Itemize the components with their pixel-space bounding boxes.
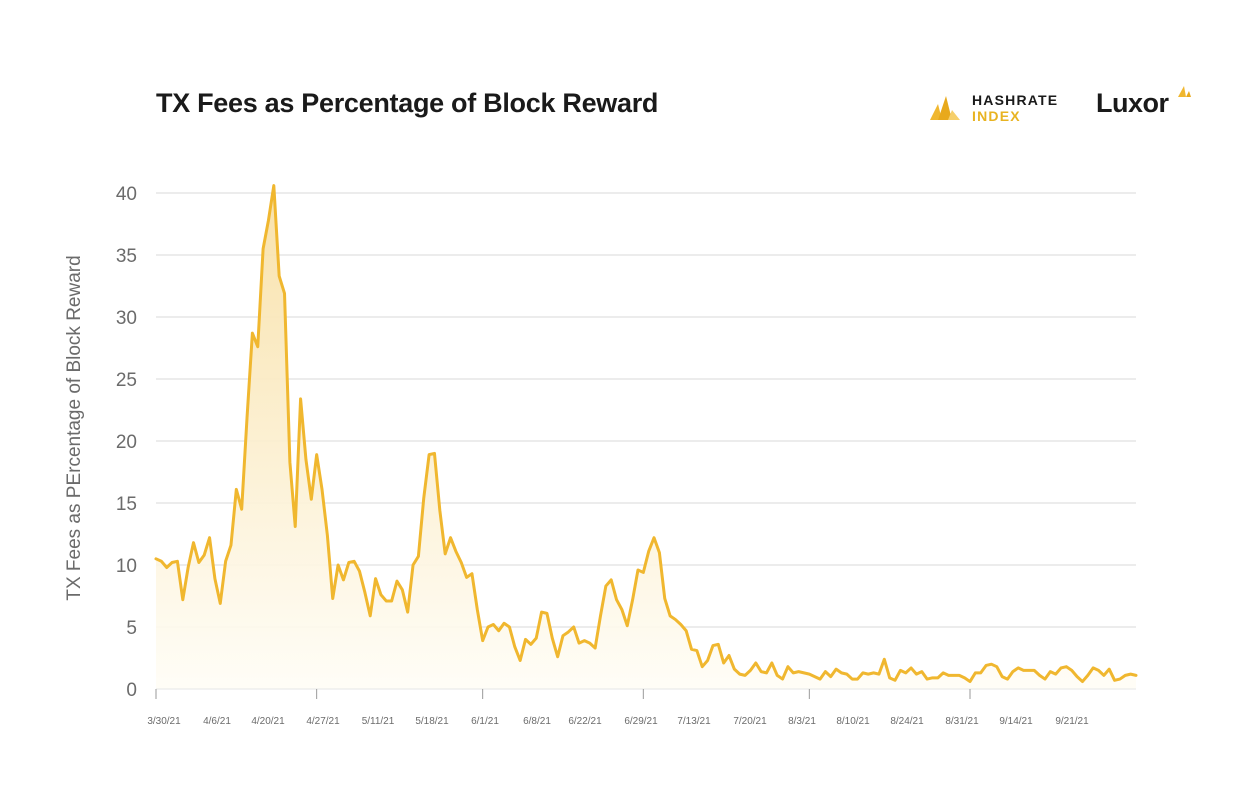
x-tick-label: 8/3/21 — [788, 716, 816, 727]
y-tick-label: 15 — [116, 494, 137, 515]
x-tick-label: 3/30/21 — [147, 716, 181, 727]
x-axis: 3/30/21 4/6/21 4/20/21 4/27/21 5/11/21 5/18/2… — [147, 688, 1136, 727]
x-tick-label: 8/24/21 — [890, 716, 924, 727]
y-tick-label: 25 — [116, 370, 137, 391]
x-tick-label: 6/22/21 — [568, 716, 602, 727]
y-tick-label: 0 — [126, 680, 137, 701]
x-tick-label: 4/6/21 — [203, 716, 231, 727]
hashrate-index-logo: HASHRATE INDEX — [928, 90, 1068, 126]
y-tick-label: 40 — [116, 184, 137, 205]
x-tick-label: 6/8/21 — [523, 716, 551, 727]
hashrate-index-logo-icon — [930, 96, 960, 120]
y-tick-label: 5 — [126, 618, 137, 639]
x-tick-label: 8/10/21 — [836, 716, 870, 727]
series-group — [154, 184, 1138, 689]
y-tick-label: 10 — [116, 556, 137, 577]
x-tick-label: 7/20/21 — [733, 716, 767, 727]
y-tick-label: 35 — [116, 246, 137, 267]
x-tick-label: 4/20/21 — [251, 716, 285, 727]
series-line — [154, 184, 1138, 684]
brand-index-text: INDEX — [972, 108, 1021, 124]
area-fill — [156, 185, 1136, 689]
x-tick-label: 5/18/21 — [415, 716, 449, 727]
x-tick-label: 6/1/21 — [471, 716, 499, 727]
x-tick-label: 5/11/21 — [362, 716, 395, 727]
chart-title: TX Fees as Percentage of Block Reward — [156, 88, 659, 118]
brand-hashrate-text: HASHRATE — [972, 92, 1059, 108]
x-tick-label: 6/29/21 — [624, 716, 658, 727]
y-axis-label: TX Fees as PErcentage of Block Reward — [64, 255, 85, 600]
y-axis: 0 5 10 15 20 25 30 35 40 — [116, 184, 137, 701]
luxor-logo: Luxor — [1096, 86, 1196, 122]
luxor-wordmark: Luxor — [1096, 88, 1169, 118]
x-tick-label: 9/21/21 — [1055, 716, 1089, 727]
x-tick-label: 7/13/21 — [677, 716, 711, 727]
y-tick-label: 20 — [116, 432, 137, 453]
x-tick-label: 8/31/21 — [945, 716, 979, 727]
y-tick-label: 30 — [116, 308, 137, 329]
x-tick-label: 9/14/21 — [999, 716, 1033, 727]
luxor-mark-icon — [1178, 86, 1191, 97]
x-tick-label: 4/27/21 — [306, 716, 340, 727]
